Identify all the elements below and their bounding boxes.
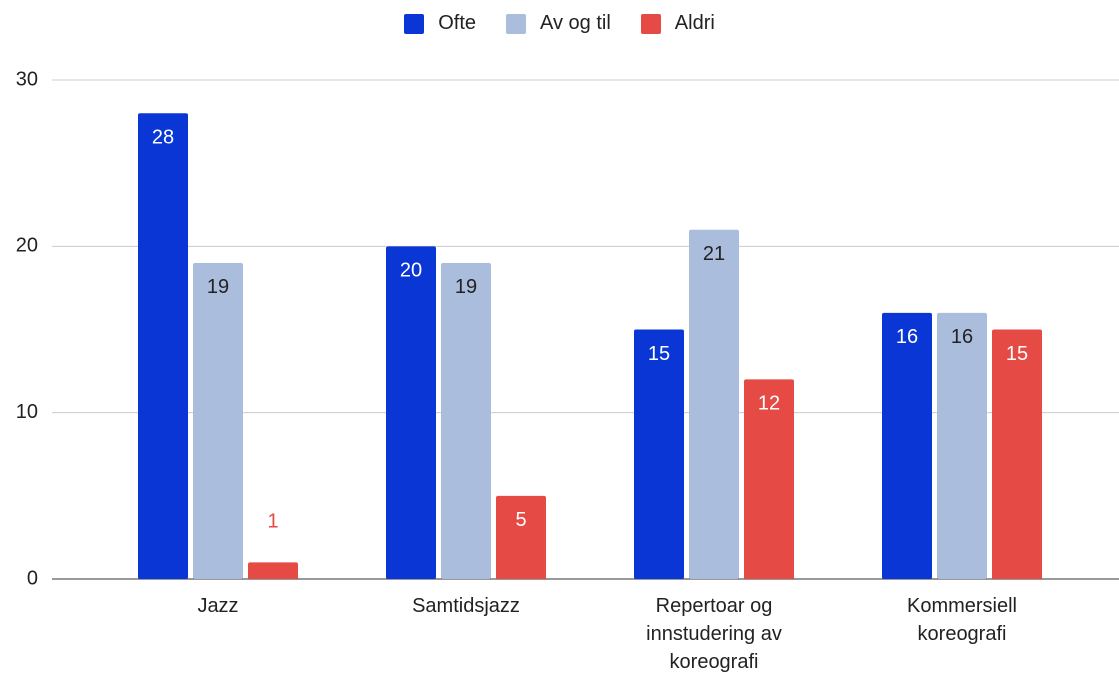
- bar: [634, 329, 684, 579]
- y-tick-label: 30: [16, 68, 38, 90]
- x-tick-label: Samtidsjazz: [412, 595, 520, 617]
- legend-label: Ofte: [438, 12, 476, 34]
- data-label: 15: [648, 343, 670, 365]
- x-tick-label: Jazz: [197, 595, 239, 617]
- legend: Ofte Av og til Aldri: [0, 12, 1119, 35]
- bar: [496, 495, 546, 579]
- x-tick-label: Kommersiell koreografi: [906, 595, 1018, 645]
- legend-item: Ofte: [404, 12, 476, 35]
- legend-label: Aldri: [674, 12, 715, 34]
- y-tick-label: 0: [27, 567, 38, 589]
- data-label: 28: [152, 127, 174, 149]
- bar: [882, 312, 932, 579]
- bar: [193, 262, 243, 579]
- data-label: 1: [267, 511, 278, 533]
- bar: [689, 229, 739, 579]
- legend-label: Av og til: [540, 12, 611, 34]
- data-label: 15: [1006, 343, 1028, 365]
- bar: [441, 262, 491, 579]
- data-label: 16: [896, 326, 918, 348]
- data-label: 12: [758, 393, 780, 415]
- bar: [386, 246, 436, 580]
- x-tick-label: Repertoar og innstudering av koreografi: [646, 595, 782, 673]
- y-tick-label: 20: [16, 235, 38, 257]
- data-label: 19: [207, 276, 229, 298]
- data-label: 20: [400, 260, 422, 282]
- legend-swatch: [404, 13, 425, 34]
- bar: [937, 312, 987, 579]
- data-label: 19: [455, 276, 477, 298]
- data-label: 5: [515, 509, 526, 531]
- legend-item: Aldri: [640, 12, 715, 35]
- data-label: 21: [703, 243, 725, 265]
- legend-item: Av og til: [506, 12, 611, 35]
- legend-swatch: [506, 13, 526, 34]
- data-label: 16: [951, 326, 973, 348]
- y-tick-label: 10: [16, 401, 38, 423]
- bar: [992, 329, 1042, 579]
- bar: [138, 113, 188, 580]
- bar: [744, 379, 794, 579]
- bar: [248, 562, 298, 579]
- legend-swatch: [640, 13, 661, 34]
